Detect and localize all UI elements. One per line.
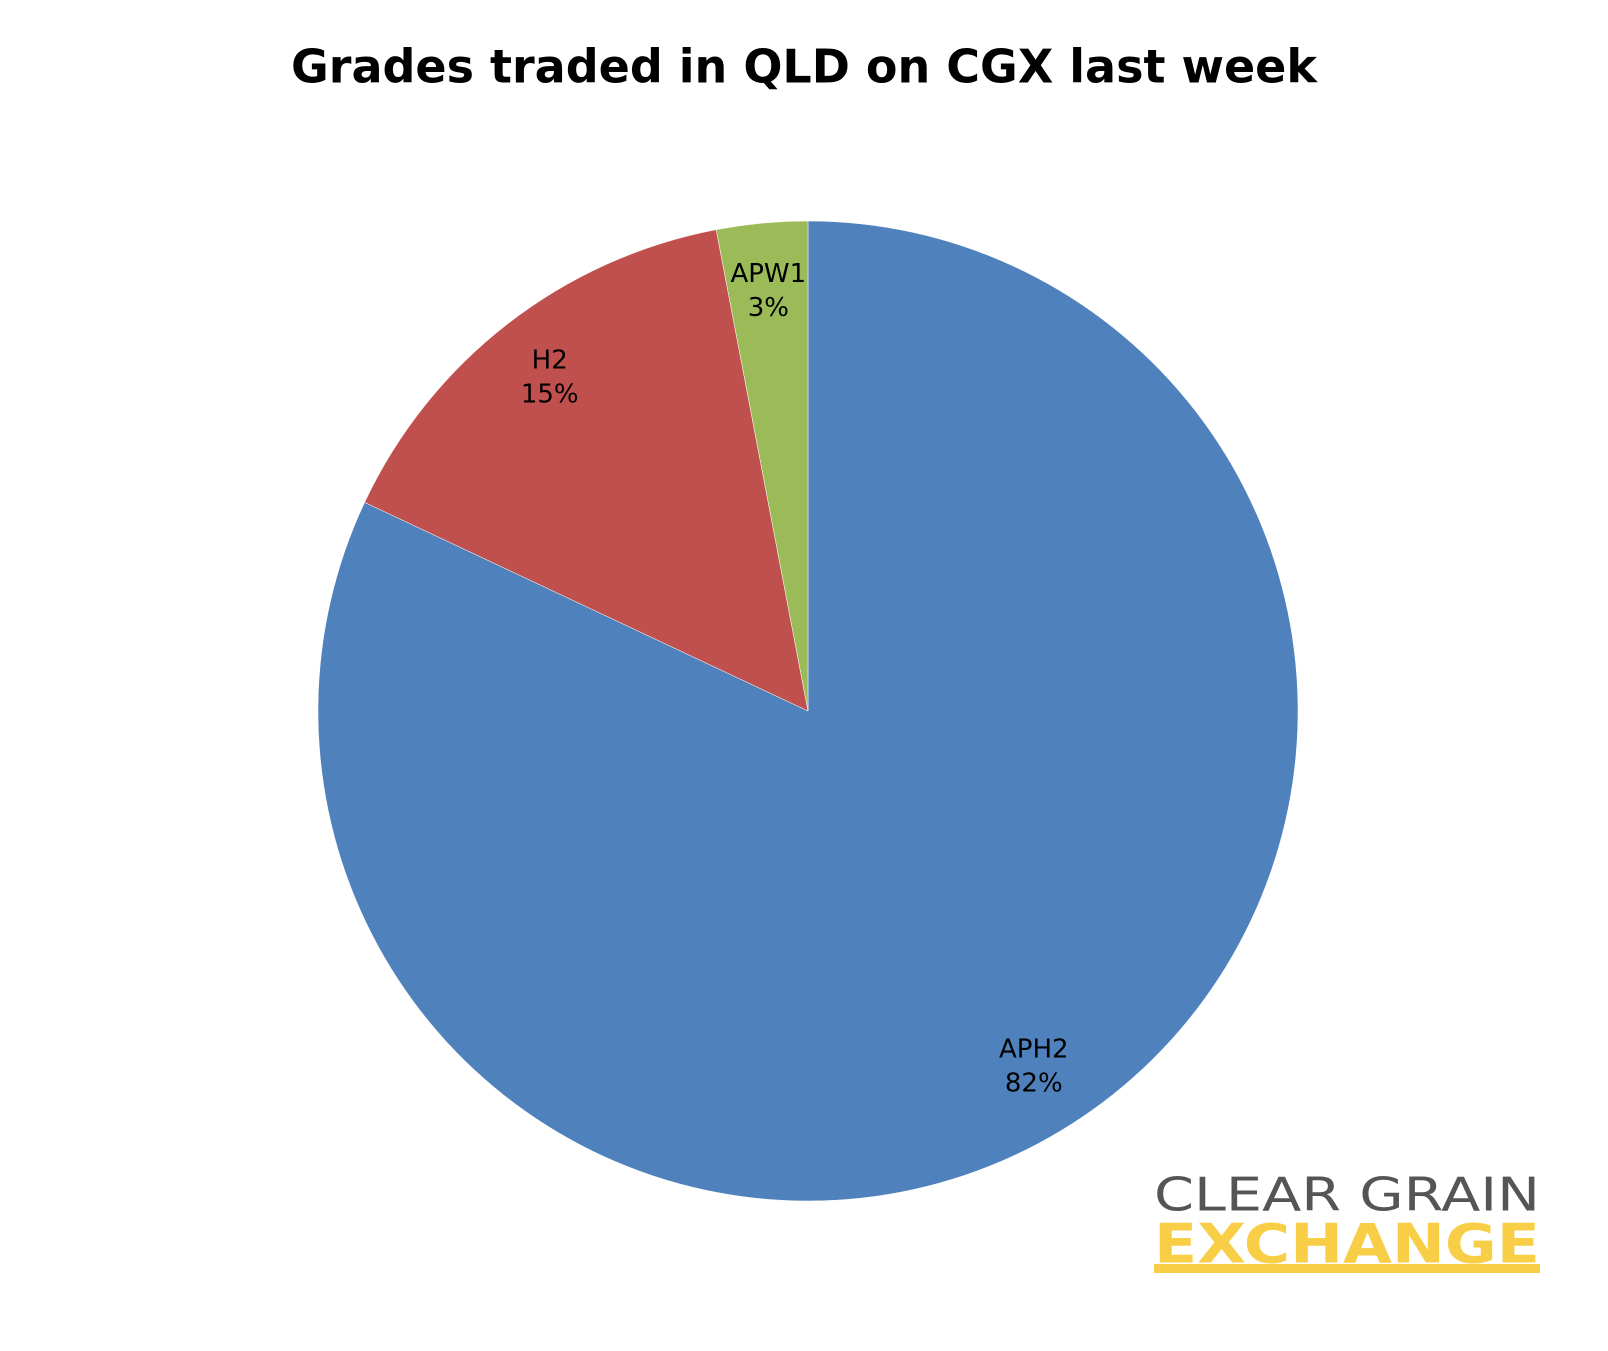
slice-value-label: 82% [1005,1068,1063,1098]
pie-slice [364,229,809,712]
logo-line2: EXCHANGE [1154,1213,1540,1276]
slice-label: H2 [532,346,568,376]
chart-title: Grades traded in QLD on CGX last week [291,40,1318,94]
slice-label: APW1 [730,259,806,289]
slice-value-label: 15% [521,380,579,410]
slice-label: APH2 [999,1034,1069,1064]
pie-slice [715,220,809,712]
slice-value-label: 3% [748,293,789,323]
logo-band [1154,1264,1540,1273]
logo-line1: CLEAR GRAIN [1154,1168,1540,1222]
